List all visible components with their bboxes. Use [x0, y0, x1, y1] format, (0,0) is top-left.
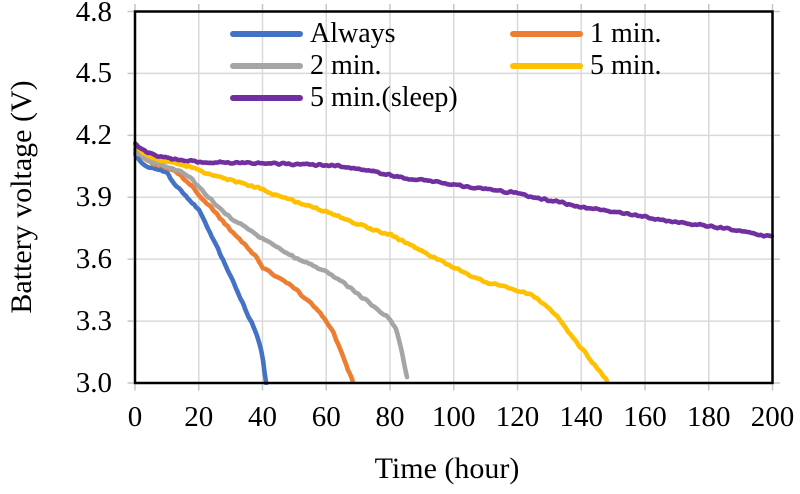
x-tick-label: 80	[375, 401, 405, 433]
legend-entry: 1 min.	[510, 18, 662, 50]
legend-line-swatch	[510, 63, 583, 69]
x-tick-label: 20	[184, 401, 214, 433]
x-tick-label: 40	[248, 401, 277, 433]
legend-entry: Always	[230, 18, 396, 50]
x-tick-label: 140	[559, 401, 604, 433]
plot-border	[133, 10, 774, 385]
legend-entry: 5 min.	[510, 50, 662, 82]
legend-entry: 5 min.(sleep)	[230, 82, 458, 114]
x-tick-label: 120	[495, 401, 540, 433]
series-line-2-min-	[133, 149, 410, 380]
legend-label: Always	[310, 18, 396, 49]
y-tick-label: 4.8	[75, 0, 112, 28]
y-axis-title: Battery voltage (V)	[5, 80, 38, 314]
y-tick-label: 3.0	[75, 367, 112, 399]
legend-line-swatch	[230, 63, 303, 69]
legend-line-swatch	[510, 31, 583, 37]
legend-label: 2 min.	[310, 50, 382, 81]
y-tick-label: 4.5	[75, 57, 112, 90]
x-tick-label: 200	[750, 401, 795, 433]
y-tick-label: 3.6	[75, 243, 112, 276]
x-axis-title: Time (hour)	[374, 452, 520, 485]
legend-label: 5 min.(sleep)	[310, 82, 458, 113]
series-line-5-min-	[133, 142, 610, 384]
y-tick-label: 3.3	[75, 305, 112, 338]
x-tick-label: 160	[623, 401, 667, 433]
x-tick-label: 100	[432, 401, 476, 433]
legend-label: 5 min.	[590, 50, 662, 81]
x-tick-label: 0	[127, 401, 143, 433]
series-line-always	[133, 151, 269, 385]
legend-entry: 2 min.	[230, 50, 382, 82]
legend-label: 1 min.	[590, 18, 662, 49]
series-line-5-min-sleep-	[133, 141, 775, 239]
legend-line-swatch	[230, 31, 303, 37]
legend-line-swatch	[230, 95, 303, 101]
y-tick-label: 4.2	[75, 119, 112, 152]
y-tick-label: 3.9	[75, 181, 112, 214]
x-tick-label: 180	[687, 401, 731, 433]
x-tick-label: 60	[311, 401, 341, 433]
